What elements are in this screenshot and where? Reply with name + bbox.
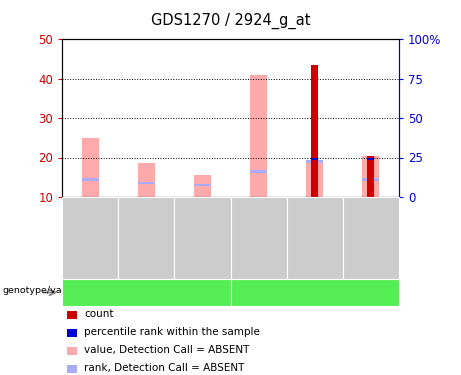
Bar [194, 184, 211, 186]
Bar [138, 164, 155, 197]
Bar [194, 175, 211, 197]
Text: GSM45282: GSM45282 [254, 212, 263, 264]
Text: GSM45279: GSM45279 [142, 212, 151, 264]
Bar [362, 178, 379, 180]
Bar [82, 178, 99, 180]
Bar [311, 158, 318, 160]
Text: count: count [84, 309, 113, 319]
Text: wild type: wild type [121, 288, 172, 297]
Text: value, Detection Call = ABSENT: value, Detection Call = ABSENT [84, 345, 249, 355]
Text: spt10 null: spt10 null [287, 288, 342, 297]
Bar [362, 156, 379, 197]
Bar [138, 182, 155, 184]
Text: GSM45284: GSM45284 [366, 212, 375, 264]
Text: genotype/variation: genotype/variation [2, 286, 93, 295]
Bar [367, 156, 374, 197]
Bar [311, 65, 318, 197]
Bar [250, 75, 267, 197]
Text: GDS1270 / 2924_g_at: GDS1270 / 2924_g_at [151, 13, 310, 29]
Text: GSM45281: GSM45281 [198, 212, 207, 264]
Bar [250, 170, 267, 172]
Bar [306, 160, 323, 163]
Text: GSM45194: GSM45194 [86, 212, 95, 264]
Text: rank, Detection Call = ABSENT: rank, Detection Call = ABSENT [84, 363, 244, 373]
Bar [306, 161, 323, 197]
Text: percentile rank within the sample: percentile rank within the sample [84, 327, 260, 337]
Bar [82, 138, 99, 197]
Text: GSM45283: GSM45283 [310, 212, 319, 264]
Bar [367, 158, 374, 160]
